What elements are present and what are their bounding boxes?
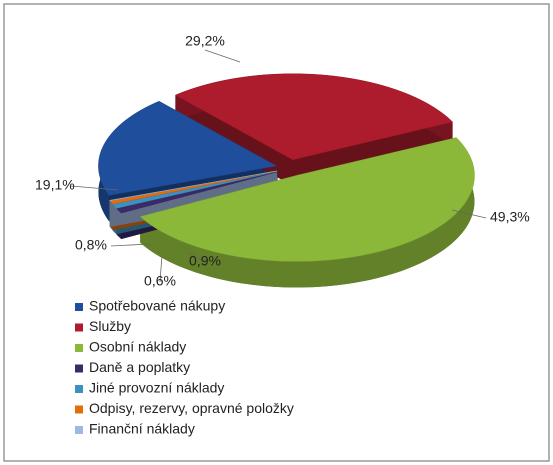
- slice: [174, 73, 454, 161]
- slice-edge: [140, 137, 475, 288]
- legend-swatch: [75, 385, 83, 393]
- data-label: 19,1%: [35, 177, 75, 193]
- leader-line: [70, 185, 119, 191]
- legend-swatch: [75, 303, 83, 311]
- legend-label: Osobní náklady: [89, 339, 186, 355]
- data-label: 0,9%: [189, 253, 221, 269]
- legend-label: Odpisy, rezervy, opravné položky: [89, 400, 294, 416]
- slice: [98, 100, 278, 196]
- leader-line: [159, 254, 163, 283]
- data-label: 29,2%: [185, 33, 225, 49]
- legend-swatch: [75, 405, 83, 414]
- leader-line: [204, 49, 241, 63]
- slice-side: [109, 170, 277, 227]
- leader-line: [187, 251, 206, 263]
- legend-label: Jiné provozní náklady: [89, 380, 224, 396]
- slice: [116, 171, 278, 214]
- leader-line: [451, 209, 487, 219]
- data-label: 0,6%: [144, 273, 176, 289]
- legend-label: Daně a poplatky: [89, 359, 190, 375]
- legend-label: Spotřebované nákupy: [89, 298, 225, 314]
- slice: [109, 170, 277, 202]
- legend-label: Služby: [89, 318, 131, 334]
- legend-swatch: [75, 426, 83, 434]
- legend-swatch: [75, 344, 83, 352]
- slice: [112, 171, 278, 209]
- slice: [139, 137, 475, 262]
- data-label: 49,3%: [490, 209, 530, 225]
- legend-swatch: [75, 323, 83, 332]
- data-label: 0,8%: [75, 237, 107, 253]
- legend-swatch: [75, 364, 83, 373]
- leader-line: [110, 243, 151, 247]
- legend-label: Finanční náklady: [89, 421, 195, 437]
